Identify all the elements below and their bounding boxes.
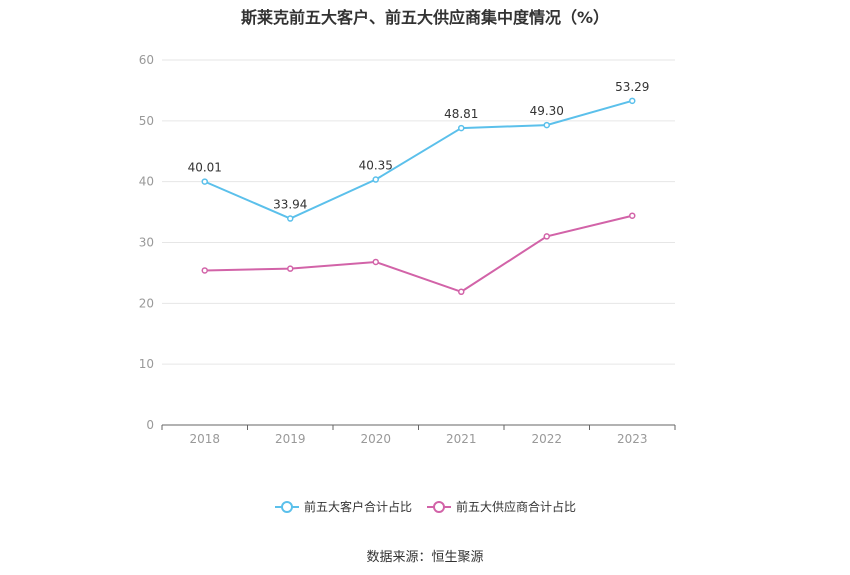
data-label: 40.35 <box>359 159 393 173</box>
data-point-1 <box>458 288 465 296</box>
data-label: 48.81 <box>444 107 478 121</box>
legend-label-customers: 前五大客户合计占比 <box>303 500 412 514</box>
data-label: 33.94 <box>273 198 307 212</box>
data-label: 49.30 <box>530 104 564 118</box>
x-tick-label: 2019 <box>275 432 306 446</box>
legend-item-customers[interactable]: 前五大客户合计占比 <box>274 498 412 515</box>
data-point-1 <box>372 258 379 266</box>
data-label: 40.01 <box>188 161 222 175</box>
y-tick-label: 0 <box>146 418 154 432</box>
series-line-1 <box>204 214 633 293</box>
chart-legend: 前五大客户合计占比 前五大供应商合计占比 <box>0 498 850 515</box>
y-tick-label: 10 <box>139 357 154 371</box>
x-tick-label: 2018 <box>189 432 220 446</box>
x-tick-label: 2023 <box>617 432 648 446</box>
y-tick-label: 30 <box>139 236 154 250</box>
legend-item-suppliers[interactable]: 前五大供应商合计占比 <box>426 498 576 515</box>
data-point-0 <box>629 97 636 105</box>
data-label: 53.29 <box>615 80 649 94</box>
x-tick-label: 2021 <box>446 432 477 446</box>
y-tick-label: 40 <box>139 175 154 189</box>
legend-label-suppliers: 前五大供应商合计占比 <box>456 500 577 514</box>
data-point-1 <box>287 265 294 272</box>
data-point-0 <box>372 176 379 183</box>
data-point-0 <box>543 121 550 129</box>
y-tick-label: 20 <box>139 296 154 310</box>
data-point-1 <box>201 267 208 274</box>
data-point-0 <box>201 178 208 185</box>
line-chart: 0 10 20 30 40 50 60 2018 2019 2020 2021 2022 2023 40.… <box>139 53 676 446</box>
y-tick-label: 60 <box>139 53 154 67</box>
data-point-0 <box>287 215 294 222</box>
y-tick-label: 50 <box>139 114 154 128</box>
data-point-0 <box>458 124 465 132</box>
data-point-1 <box>629 212 636 219</box>
data-source-note: 数据来源：恒生聚源 <box>366 550 484 565</box>
legend-marker-customers <box>274 500 299 513</box>
series-line-0 <box>204 99 633 220</box>
chart-title: 斯莱克前五大客户、前五大供应商集中度情况（%） <box>240 8 610 27</box>
x-tick-label: 2020 <box>360 432 391 446</box>
x-tick-label: 2022 <box>531 432 562 446</box>
legend-marker-suppliers <box>427 500 451 513</box>
data-point-1 <box>543 233 550 240</box>
